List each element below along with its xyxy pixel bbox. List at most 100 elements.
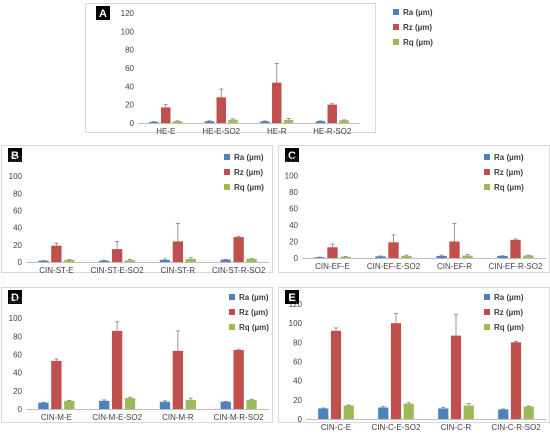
legend-label-rz: Rz (µm) <box>234 168 263 177</box>
x-category-label: CIN-EF-R <box>437 262 472 271</box>
bar-rq <box>64 259 75 262</box>
y-tick-label: 120 <box>289 300 303 309</box>
y-tick-label: 40 <box>13 369 22 378</box>
y-tick-label: 100 <box>285 172 299 181</box>
chart-panel-a: A 0 20 40 60 80 100 120 HE-E HE-E-SO2 HE-R HE-R-SO2… <box>85 3 433 136</box>
legend-label-rq: Rq (µm) <box>234 183 264 192</box>
legend-label-rq: Rq (µm) <box>239 323 269 332</box>
legend-label-ra: Ra (µm) <box>494 293 524 302</box>
bar-rz <box>111 249 123 262</box>
bar-rq <box>339 120 349 123</box>
bar-rz <box>51 360 62 409</box>
bar-rq <box>124 398 136 409</box>
y-tick-label: 60 <box>289 205 298 214</box>
panel-frame <box>278 287 550 423</box>
x-category-label: CIN-ST-R <box>161 266 196 275</box>
legend-swatch-rq <box>484 184 490 190</box>
x-category-label: CIN-M-R-SO2 <box>214 413 265 422</box>
bar-rz <box>51 245 62 262</box>
y-tick-label: 40 <box>293 377 302 386</box>
panel-label-box <box>285 290 299 304</box>
bar-rq <box>185 258 196 262</box>
bar-ra <box>438 408 449 419</box>
bar-ra <box>314 257 325 258</box>
bar-rz <box>172 241 184 262</box>
bar-rq <box>246 399 257 409</box>
legend-swatch-ra <box>229 294 235 300</box>
bar-rq <box>172 121 183 123</box>
y-tick-label: 60 <box>13 351 22 360</box>
x-category-label: CIN-M-R <box>162 413 194 422</box>
legend-swatch-rq <box>224 184 230 190</box>
legend-label-ra: Ra (µm) <box>494 153 524 162</box>
y-tick-label: 20 <box>289 238 298 247</box>
bar-ra <box>378 407 389 419</box>
panel-label-box <box>8 290 22 304</box>
bar-ra <box>498 409 509 419</box>
bar-rz <box>449 241 460 258</box>
bar-ra <box>99 260 110 262</box>
bar-rq <box>228 119 238 123</box>
x-category-label: HE-E-SO2 <box>202 127 240 136</box>
y-tick-label: 0 <box>130 119 135 128</box>
panel-label: C <box>288 150 296 162</box>
x-category-label: CIN-EF-R-SO2 <box>489 262 543 271</box>
panel-label: B <box>11 150 19 162</box>
x-category-label: CIN-EF-E-SO2 <box>367 262 421 271</box>
bar-ra <box>38 402 49 409</box>
bar-rq <box>343 405 354 419</box>
bar-ra <box>220 401 231 409</box>
legend-label-rq: Rq (µm) <box>494 183 524 192</box>
bar-rz <box>388 242 399 258</box>
legend-swatch-ra <box>393 9 399 15</box>
y-tick-label: 80 <box>13 332 22 341</box>
y-tick-label: 120 <box>9 296 23 305</box>
y-tick-label: 40 <box>289 221 298 230</box>
legend-label-ra: Ra (µm) <box>403 8 433 17</box>
bar-rz <box>450 335 462 419</box>
bar-ra <box>159 401 171 409</box>
y-tick-label: 20 <box>13 241 22 250</box>
panel-label-box <box>96 6 110 20</box>
panel-label: E <box>288 292 295 304</box>
bar-rz <box>327 247 338 258</box>
bar-ra <box>220 259 231 262</box>
y-tick-label: 0 <box>18 405 23 414</box>
bar-rq <box>64 400 75 409</box>
bar-rz <box>233 237 244 262</box>
legend-swatch-rq <box>484 324 490 330</box>
panel-frame <box>1 145 273 273</box>
legend-swatch-rz <box>224 169 230 175</box>
legend-swatch-rq <box>393 39 399 45</box>
legend-label-ra: Ra (µm) <box>234 153 264 162</box>
x-category-label: CIN-ST-R-SO2 <box>212 266 266 275</box>
legend-label-rz: Rz (µm) <box>403 23 432 32</box>
bar-rq <box>523 255 534 258</box>
bar-ra <box>375 256 386 258</box>
chart-panel-c: C 0 20 40 60 80 100 120 CIN-EF-E CIN-EF-E-SO2 CIN-… <box>278 145 550 273</box>
legend-swatch-rz <box>393 24 399 30</box>
legend-label-rz: Rz (µm) <box>494 308 523 317</box>
y-tick-label: 0 <box>298 415 303 424</box>
y-tick-label: 40 <box>13 224 22 233</box>
bar-rq <box>340 256 351 258</box>
y-tick-label: 120 <box>285 155 299 164</box>
legend-swatch-rz <box>484 309 490 315</box>
y-tick-label: 120 <box>121 9 135 18</box>
legend-swatch-rq <box>229 324 235 330</box>
y-tick-label: 80 <box>289 188 298 197</box>
bar-ra <box>497 255 508 258</box>
legend-swatch-ra <box>484 154 490 160</box>
x-category-label: HE-R <box>267 127 287 136</box>
bar-ra <box>318 408 329 419</box>
x-category-label: CIN-C-E-SO2 <box>372 423 421 432</box>
y-tick-label: 100 <box>289 319 303 328</box>
bar-rq <box>246 258 257 262</box>
x-category-label: HE-E <box>156 127 175 136</box>
y-tick-label: 60 <box>293 358 302 367</box>
bar-ra <box>149 121 159 123</box>
bar-ra <box>315 121 326 123</box>
x-category-label: CIN-EF-E <box>315 262 350 271</box>
bar-rz <box>111 330 123 409</box>
